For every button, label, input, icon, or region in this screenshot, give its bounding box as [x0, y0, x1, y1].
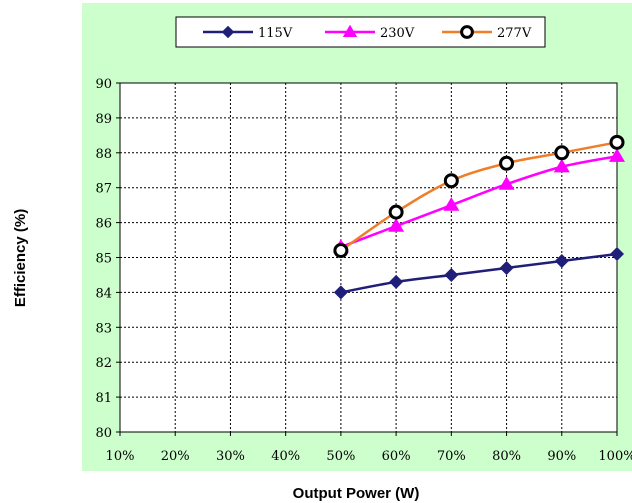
- y-tick-label: 87: [95, 182, 112, 197]
- y-tick-label: 81: [95, 391, 112, 406]
- legend-triangle-marker: [342, 24, 358, 38]
- circle-open-marker: [388, 204, 404, 220]
- y-tick-label: 90: [95, 77, 112, 92]
- x-tick-label: 60%: [382, 449, 411, 464]
- circle-open-marker: [554, 145, 570, 161]
- triangle-marker: [609, 148, 625, 162]
- x-tick-label: 80%: [492, 449, 521, 464]
- circle-open-marker: [609, 134, 625, 150]
- x-tick-label: 70%: [437, 449, 466, 464]
- legend-item: 115V: [203, 25, 293, 41]
- x-tick-label: 40%: [271, 449, 300, 464]
- series-layer: [332, 134, 625, 300]
- y-tick-label: 80: [95, 426, 112, 441]
- x-tick-label: 100%: [598, 449, 632, 464]
- y-tick-label: 85: [95, 252, 112, 267]
- y-tick-label: 88: [95, 147, 112, 162]
- triangle-marker: [443, 197, 460, 211]
- legend-label: 230V: [380, 26, 415, 41]
- y-tick-label: 89: [95, 112, 112, 127]
- series-277V: [333, 134, 625, 259]
- y-tick-label: 83: [95, 321, 112, 336]
- series-115V: [333, 247, 624, 300]
- y-tick-label: 86: [95, 217, 112, 232]
- x-tick-label: 20%: [161, 449, 190, 464]
- triangle-marker: [553, 158, 570, 173]
- y-tick-label: 82: [95, 356, 112, 371]
- diamond-marker: [444, 267, 459, 282]
- gridlines: [120, 83, 617, 432]
- legend-item: 230V: [325, 24, 415, 41]
- legend-label: 115V: [258, 26, 293, 41]
- diamond-marker: [499, 260, 514, 275]
- x-axis-title: Output Power (W): [293, 485, 420, 502]
- y-axis-ticks: 80 81 82 83 84 85 86 87 88 89 90: [95, 77, 120, 441]
- diamond-marker: [554, 253, 569, 268]
- legend-item: 277V: [442, 25, 532, 41]
- x-tick-label: 90%: [547, 449, 576, 464]
- diamond-marker: [389, 274, 404, 289]
- legend-diamond-marker: [221, 25, 235, 39]
- legend-circle-open-marker: [460, 25, 474, 39]
- x-tick-label: 30%: [216, 449, 245, 464]
- y-axis-title: Efficiency (%): [12, 209, 29, 307]
- x-tick-label: 50%: [326, 449, 355, 464]
- x-axis-ticks: 10% 20% 30% 40% 50% 60% 70% 80% 90% 100%: [106, 432, 632, 464]
- circle-open-marker: [333, 243, 349, 259]
- legend: 115V 230V 277V: [175, 16, 546, 48]
- diamond-marker: [610, 247, 624, 262]
- circle-open-marker: [443, 173, 459, 189]
- legend-label: 277V: [497, 26, 532, 41]
- triangle-marker: [498, 176, 515, 190]
- circle-open-marker: [499, 155, 515, 171]
- y-tick-label: 84: [95, 286, 112, 301]
- diamond-marker: [333, 285, 348, 300]
- triangle-marker: [388, 218, 405, 232]
- x-tick-label: 10%: [106, 449, 135, 464]
- legend-items: 115V 230V 277V: [203, 24, 532, 41]
